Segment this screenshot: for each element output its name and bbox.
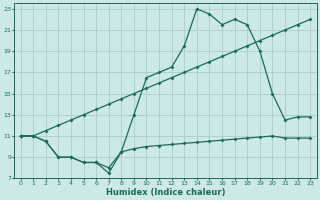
- X-axis label: Humidex (Indice chaleur): Humidex (Indice chaleur): [106, 188, 225, 197]
